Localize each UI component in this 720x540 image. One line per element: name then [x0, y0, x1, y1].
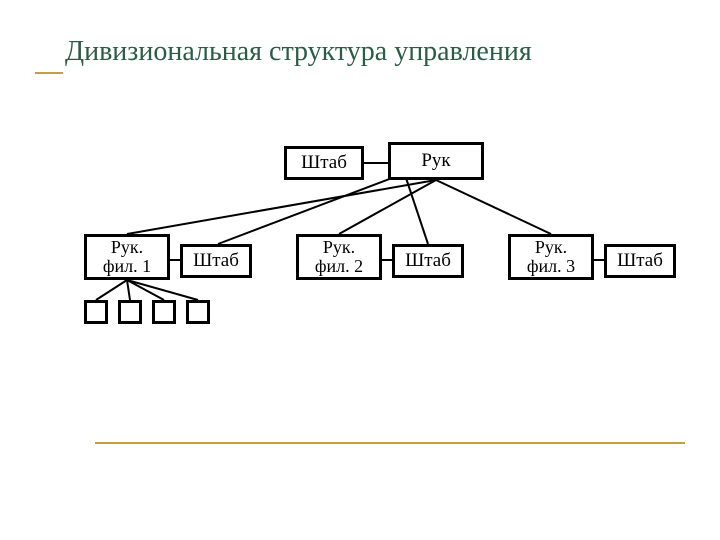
slide-title: Дивизиональная структура управления [65, 36, 532, 68]
node-label: Рук [421, 151, 450, 171]
node-label: Штаб [405, 251, 451, 271]
node-shtab-3: Штаб [604, 244, 676, 278]
node-shtab-1: Штаб [180, 244, 252, 278]
node-label: Штаб [301, 153, 347, 173]
accent-rule-top [35, 72, 63, 74]
node-label: Рук.фил. 2 [315, 238, 363, 276]
accent-rule-bottom [95, 442, 685, 444]
node-fil-2: Рук.фил. 2 [296, 234, 382, 280]
subunit-box [84, 300, 108, 324]
node-label: Штаб [617, 251, 663, 271]
node-label: Штаб [193, 251, 239, 271]
node-fil-3: Рук.фил. 3 [508, 234, 594, 280]
node-fil-1: Рук.фил. 1 [84, 234, 170, 280]
node-label: Рук.фил. 3 [527, 238, 575, 276]
subunit-box [118, 300, 142, 324]
node-shtab-hq: Штаб [284, 146, 364, 180]
node-label: Рук.фил. 1 [103, 238, 151, 276]
node-shtab-2: Штаб [392, 244, 464, 278]
subunit-box [186, 300, 210, 324]
subunit-box [152, 300, 176, 324]
slide: { "title": { "text": "Дивизиональная стр… [0, 0, 720, 540]
node-ruk: Рук [388, 142, 484, 180]
